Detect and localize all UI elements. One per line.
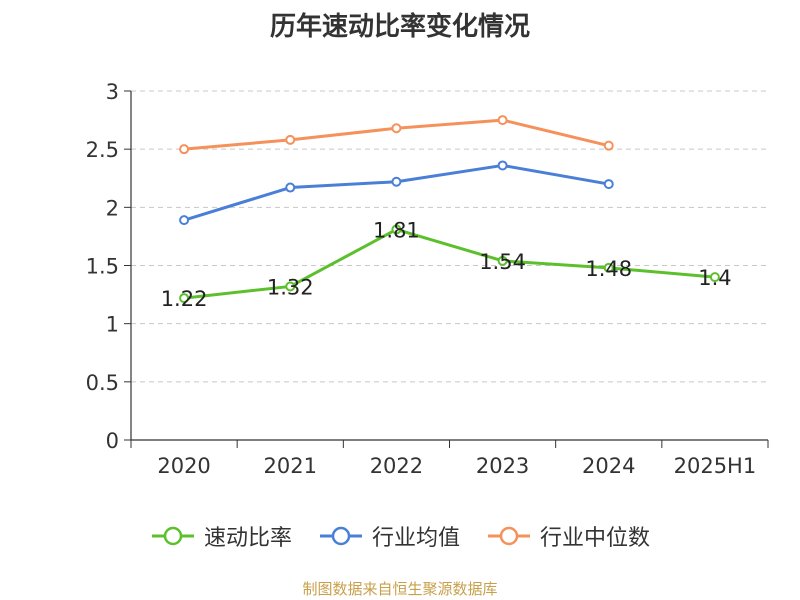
data-label-2025H1: 1.4	[698, 266, 731, 290]
series-line-0	[183, 227, 716, 300]
series-0-point-2024	[603, 262, 614, 273]
data-label-2024: 1.48	[585, 257, 632, 281]
y-tick-label-0: 0	[106, 429, 119, 453]
legend-item-1[interactable]: 行业均值	[318, 520, 460, 552]
legend-label-2: 行业中位数	[540, 526, 651, 551]
series-2-point-2020	[179, 144, 190, 155]
y-tick-label-1: 0.5	[86, 371, 119, 395]
y-tick-label-5: 2.5	[86, 138, 119, 162]
series-0-point-2022	[391, 224, 402, 235]
series-0-point-2020	[179, 293, 190, 304]
data-label-2022: 1.81	[373, 218, 420, 242]
legend-label-1: 行业均值	[371, 526, 460, 551]
grid-lines	[131, 90, 768, 383]
legend-swatch-1	[319, 526, 362, 546]
x-tick-label-2024: 2024	[582, 454, 635, 478]
data-label-2020: 1.22	[161, 287, 208, 311]
series-1-point-2021	[285, 182, 296, 193]
series-0-point-2025H1	[709, 272, 720, 283]
series-lines	[179, 115, 720, 304]
data-labels: 1.22 1.32 1.81 1.54 1.48 1.4	[161, 218, 732, 311]
legend-item-2[interactable]: 行业中位数	[486, 520, 650, 552]
legend-swatch-2	[488, 526, 530, 546]
y-tick-label-3: 1.5	[86, 255, 119, 279]
legend-label-0: 速动比率	[203, 526, 292, 551]
axes: 0 0.5 1 1.5 2 2.5 3 2020 2021 2022 2023 2024 2025H1	[86, 80, 769, 478]
y-tick-label-2: 1	[106, 313, 119, 337]
x-tick-label-2020: 2020	[157, 454, 210, 478]
series-2-point-2021	[285, 134, 296, 145]
y-tick-label-6: 3	[106, 80, 119, 104]
series-2-point-2022	[391, 123, 402, 134]
legend-item-0[interactable]: 速动比率	[150, 520, 292, 552]
series-1-point-2022	[391, 176, 402, 187]
series-0-point-2021	[285, 281, 296, 292]
legend: 速动比率 行业均值 行业中位数	[0, 520, 800, 552]
x-tick-label-2023: 2023	[476, 454, 529, 478]
series-1-point-2023	[497, 160, 508, 171]
data-label-2023: 1.54	[479, 250, 526, 274]
series-2-point-2023	[497, 115, 508, 126]
legend-swatch-0	[151, 526, 194, 546]
y-tick-label-4: 2	[106, 196, 119, 220]
series-2-point-2024	[603, 140, 614, 151]
series-line-1	[183, 163, 610, 222]
series-0-point-2023	[497, 255, 508, 266]
chart-title: 历年速动比率变化情况	[269, 12, 530, 42]
x-tick-label-2022: 2022	[370, 454, 423, 478]
series-1-point-2024	[603, 179, 614, 190]
data-label-2021: 1.32	[267, 275, 314, 299]
x-tick-label-2021: 2021	[264, 454, 317, 478]
series-1-point-2020	[179, 215, 190, 226]
source-note: 制图数据来自恒生聚源数据库	[302, 580, 498, 598]
x-tick-label-2025H1: 2025H1	[674, 454, 757, 478]
